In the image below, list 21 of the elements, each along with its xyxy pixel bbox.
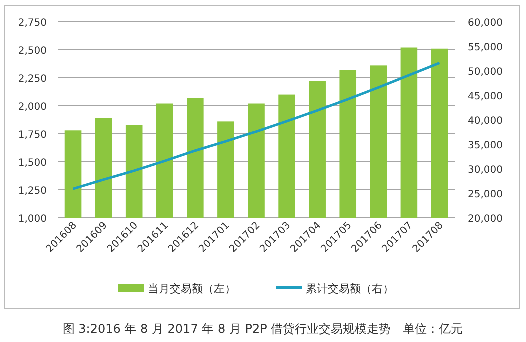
y-tick-label: 1,000 xyxy=(18,214,47,225)
y-tick-label: 2,000 xyxy=(18,102,47,113)
legend-label: 累计交易额（右） xyxy=(306,282,394,296)
line-series xyxy=(72,62,441,190)
y-tick-label: 2,250 xyxy=(18,74,47,85)
legend-label: 当月交易额（左） xyxy=(148,282,236,296)
y-tick-label: 1,750 xyxy=(18,130,47,141)
y2-tick-label: 30,000 xyxy=(468,165,503,176)
y-tick-label: 2,750 xyxy=(18,18,47,29)
y2-tick-label: 55,000 xyxy=(468,42,503,54)
y2-tick-label: 45,000 xyxy=(468,92,503,102)
y-tick-label: 1,250 xyxy=(18,186,47,197)
y2-tick-label: 25,000 xyxy=(468,190,503,200)
y-tick-label: 2,500 xyxy=(18,46,47,57)
y2-tick-label: 40,000 xyxy=(468,116,503,127)
text: 图 3:2016 年 8 月 2017 年 8 月 P2P 借贷行业交易规模走势 单位：亿元 xyxy=(62,322,464,336)
y2-tick-label: 20,000 xyxy=(468,214,503,225)
y2-tick-label: 35,000 xyxy=(468,140,503,152)
y2-tick-label: 60,000 xyxy=(468,18,503,29)
y2-tick-label: 50,000 xyxy=(468,67,503,78)
y-tick-label: 1,500 xyxy=(18,158,47,169)
